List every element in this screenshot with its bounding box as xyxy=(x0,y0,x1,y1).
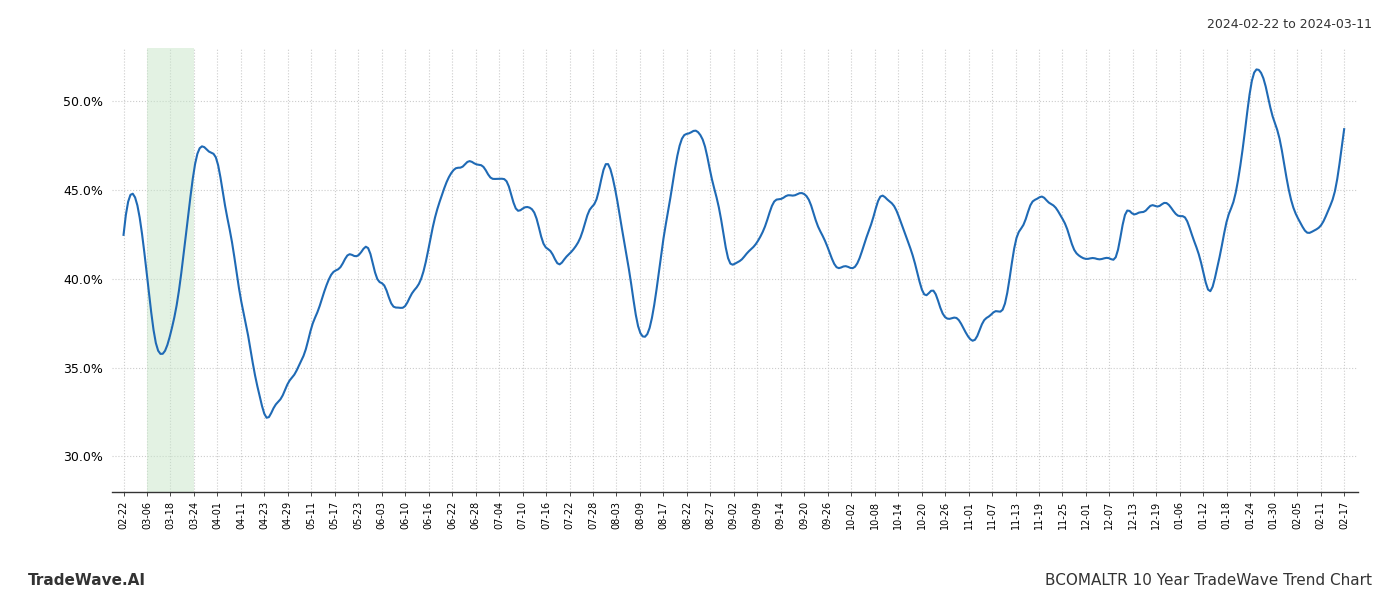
Text: 2024-02-22 to 2024-03-11: 2024-02-22 to 2024-03-11 xyxy=(1207,18,1372,31)
Text: TradeWave.AI: TradeWave.AI xyxy=(28,573,146,588)
Text: BCOMALTR 10 Year TradeWave Trend Chart: BCOMALTR 10 Year TradeWave Trend Chart xyxy=(1044,573,1372,588)
Bar xyxy=(147,48,195,492)
